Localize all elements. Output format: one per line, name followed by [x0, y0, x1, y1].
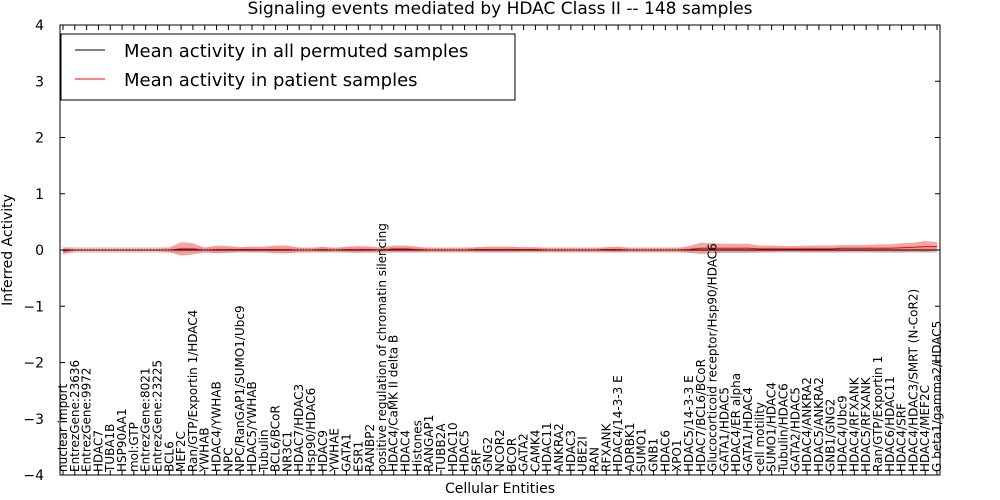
x-category-label: EntrezGene:8021 — [139, 368, 153, 473]
x-category-label: HDAC4/YWHAB — [210, 381, 224, 472]
x-category-label: Glucocorticoid receptor/Hsp90/HDAC6 — [706, 243, 720, 472]
x-category-label: HDAC4 — [399, 430, 413, 472]
x-category-label: HDAC5/ANKRA2 — [812, 377, 826, 472]
x-category-label: GATA1/HDAC5 — [717, 387, 731, 472]
x-category-label: HDAC5/14-3-3 E — [682, 375, 696, 472]
y-tick-label: 3 — [35, 74, 44, 90]
x-category-label: NCOR2 — [493, 429, 507, 472]
x-category-label: Ran/GTP/Exportin 1/HDAC4 — [186, 310, 200, 472]
x-category-label: HDAC4/RFXANK — [847, 376, 861, 472]
x-category-label: HDAC4/Ubc9 — [836, 395, 850, 472]
legend-label-permuted: Mean activity in all permuted samples — [124, 41, 468, 62]
x-category-label: BCOR — [505, 438, 519, 472]
x-axis-label: Cellular Entities — [445, 481, 555, 497]
x-category-label: GATA1 — [339, 433, 353, 472]
y-tick-label: 4 — [35, 18, 44, 34]
x-category-label: HDAC4/SRF — [895, 403, 909, 472]
patient-band — [63, 241, 937, 256]
y-tick-label: −3 — [23, 412, 44, 428]
x-category-label: ADRBK1 — [623, 422, 637, 472]
x-category-label: nuclear import — [56, 383, 70, 472]
x-category-label: Tubulin/HDAC6 — [776, 383, 790, 473]
x-category-label: ANKRA2 — [552, 423, 566, 472]
y-tick-label: −2 — [23, 356, 44, 372]
legend-label-patient: Mean activity in patient samples — [124, 70, 418, 91]
x-category-label: positive regulation of chromatin silenci… — [375, 223, 389, 472]
x-category-label: HDAC4/CaMK II delta B — [387, 335, 401, 472]
x-category-label: UBE2I — [576, 436, 590, 472]
x-category-label: ESR1 — [351, 441, 365, 472]
patient-mean-line — [62, 246, 937, 252]
x-category-label: HDAC5 — [458, 430, 472, 472]
x-category-label: cell motility — [753, 402, 767, 472]
x-category-label: GNB1 — [647, 438, 661, 472]
x-category-label: GNB1/GNG2 — [824, 399, 838, 472]
x-category-label: EntrezGene:23225 — [150, 360, 164, 472]
x-category-label: GNG2 — [481, 437, 495, 472]
x-category-label: HSP90AA1 — [115, 408, 129, 472]
x-category-label: GATA1/HDAC4 — [741, 387, 755, 472]
series-lines — [62, 246, 937, 252]
y-tick-label: 0 — [35, 243, 44, 259]
x-category-label: XPO1 — [670, 439, 684, 472]
x-category-label: HDAC11 — [540, 422, 554, 472]
x-category-label: EntrezGene:9972 — [80, 368, 94, 473]
x-category-label: RANBP2 — [363, 424, 377, 472]
x-category-label: HDAC10 — [446, 422, 460, 472]
x-category-label: HDAC6/HDAC11 — [883, 376, 897, 472]
x-category-label: HDAC4/14-3-3 E — [611, 375, 625, 472]
x-category-label: RFXANK — [599, 422, 613, 472]
x-category-label: HDAC7/HDAC3 — [292, 384, 306, 472]
y-tick-label: −1 — [23, 299, 44, 315]
x-category-label: GATA2 — [517, 433, 531, 472]
y-axis-ticks: −4 −3 −2 −1 0 1 2 3 4 — [23, 18, 940, 484]
x-category-label: G beta1/gamma2/HDAC5 — [930, 321, 944, 472]
x-category-label: SUMO1 — [635, 428, 649, 472]
x-category-label: mol:GTP — [127, 422, 141, 472]
x-category-label: TUBB2A — [434, 423, 448, 473]
x-category-label: RANGAP1 — [422, 415, 436, 472]
x-category-label: HDAC7 — [91, 430, 105, 472]
x-axis-ticks — [62, 25, 938, 475]
x-category-label: HDAC3 — [564, 430, 578, 472]
y-tick-label: 1 — [35, 187, 44, 203]
x-category-label: HDAC4/MEF2C — [918, 385, 932, 472]
x-category-label: HDAC9 — [316, 430, 330, 472]
x-category-label: Tubulin — [257, 429, 271, 473]
x-category-label: SRF — [469, 449, 483, 472]
y-axis-label: Inferred Activity — [0, 194, 16, 306]
x-axis-category-labels: nuclear importEntrezGene:23636EntrezGene… — [56, 223, 944, 473]
x-category-label: HDAC5/YWHAB — [245, 381, 259, 472]
x-category-label: MEF2C — [174, 431, 188, 472]
x-category-label: BCL6 — [162, 441, 176, 472]
x-category-label: HDAC4/HDAC3/SMRT (N-CoR2) — [906, 289, 920, 472]
legend: Mean activity in all permuted samples Me… — [60, 33, 516, 101]
chart-title: Signaling events mediated by HDAC Class … — [247, 0, 752, 19]
x-category-label: SUMO1/HDAC4 — [765, 382, 779, 472]
x-category-label: YWHAB — [198, 427, 212, 473]
x-category-label: HDAC4/ANKRA2 — [800, 377, 814, 472]
x-category-label: NPC/RanGAP1/SUMO1/Ubc9 — [233, 305, 247, 472]
x-category-label: HDAC4/ER alpha — [729, 373, 743, 472]
x-category-label: TUBA1B — [103, 424, 117, 473]
y-tick-label: −4 — [23, 468, 44, 484]
legend-box — [60, 33, 516, 101]
x-category-label: HDAC7/BCL6/BCoR — [694, 359, 708, 472]
x-category-label: CAMK4 — [528, 430, 542, 472]
x-category-label: Hsp90/HDAC6 — [304, 388, 318, 472]
x-category-label: EntrezGene:23636 — [68, 360, 82, 472]
x-category-label: HDAC5/RFXANK — [859, 376, 873, 472]
x-category-label: HDAC6 — [658, 430, 672, 472]
x-category-label: NR3C1 — [280, 431, 294, 472]
x-category-label: Ran/GTP/Exportin 1 — [871, 356, 885, 472]
x-category-label: Histones — [410, 420, 424, 472]
x-category-label: YWHAE — [328, 428, 342, 473]
x-category-label: BCL6/BCoR — [269, 405, 283, 472]
x-category-label: GATA2/HDAC5 — [788, 387, 802, 472]
x-category-label: RAN — [587, 447, 601, 472]
y-tick-label: 2 — [35, 131, 44, 147]
x-category-label: NPC — [221, 447, 235, 472]
